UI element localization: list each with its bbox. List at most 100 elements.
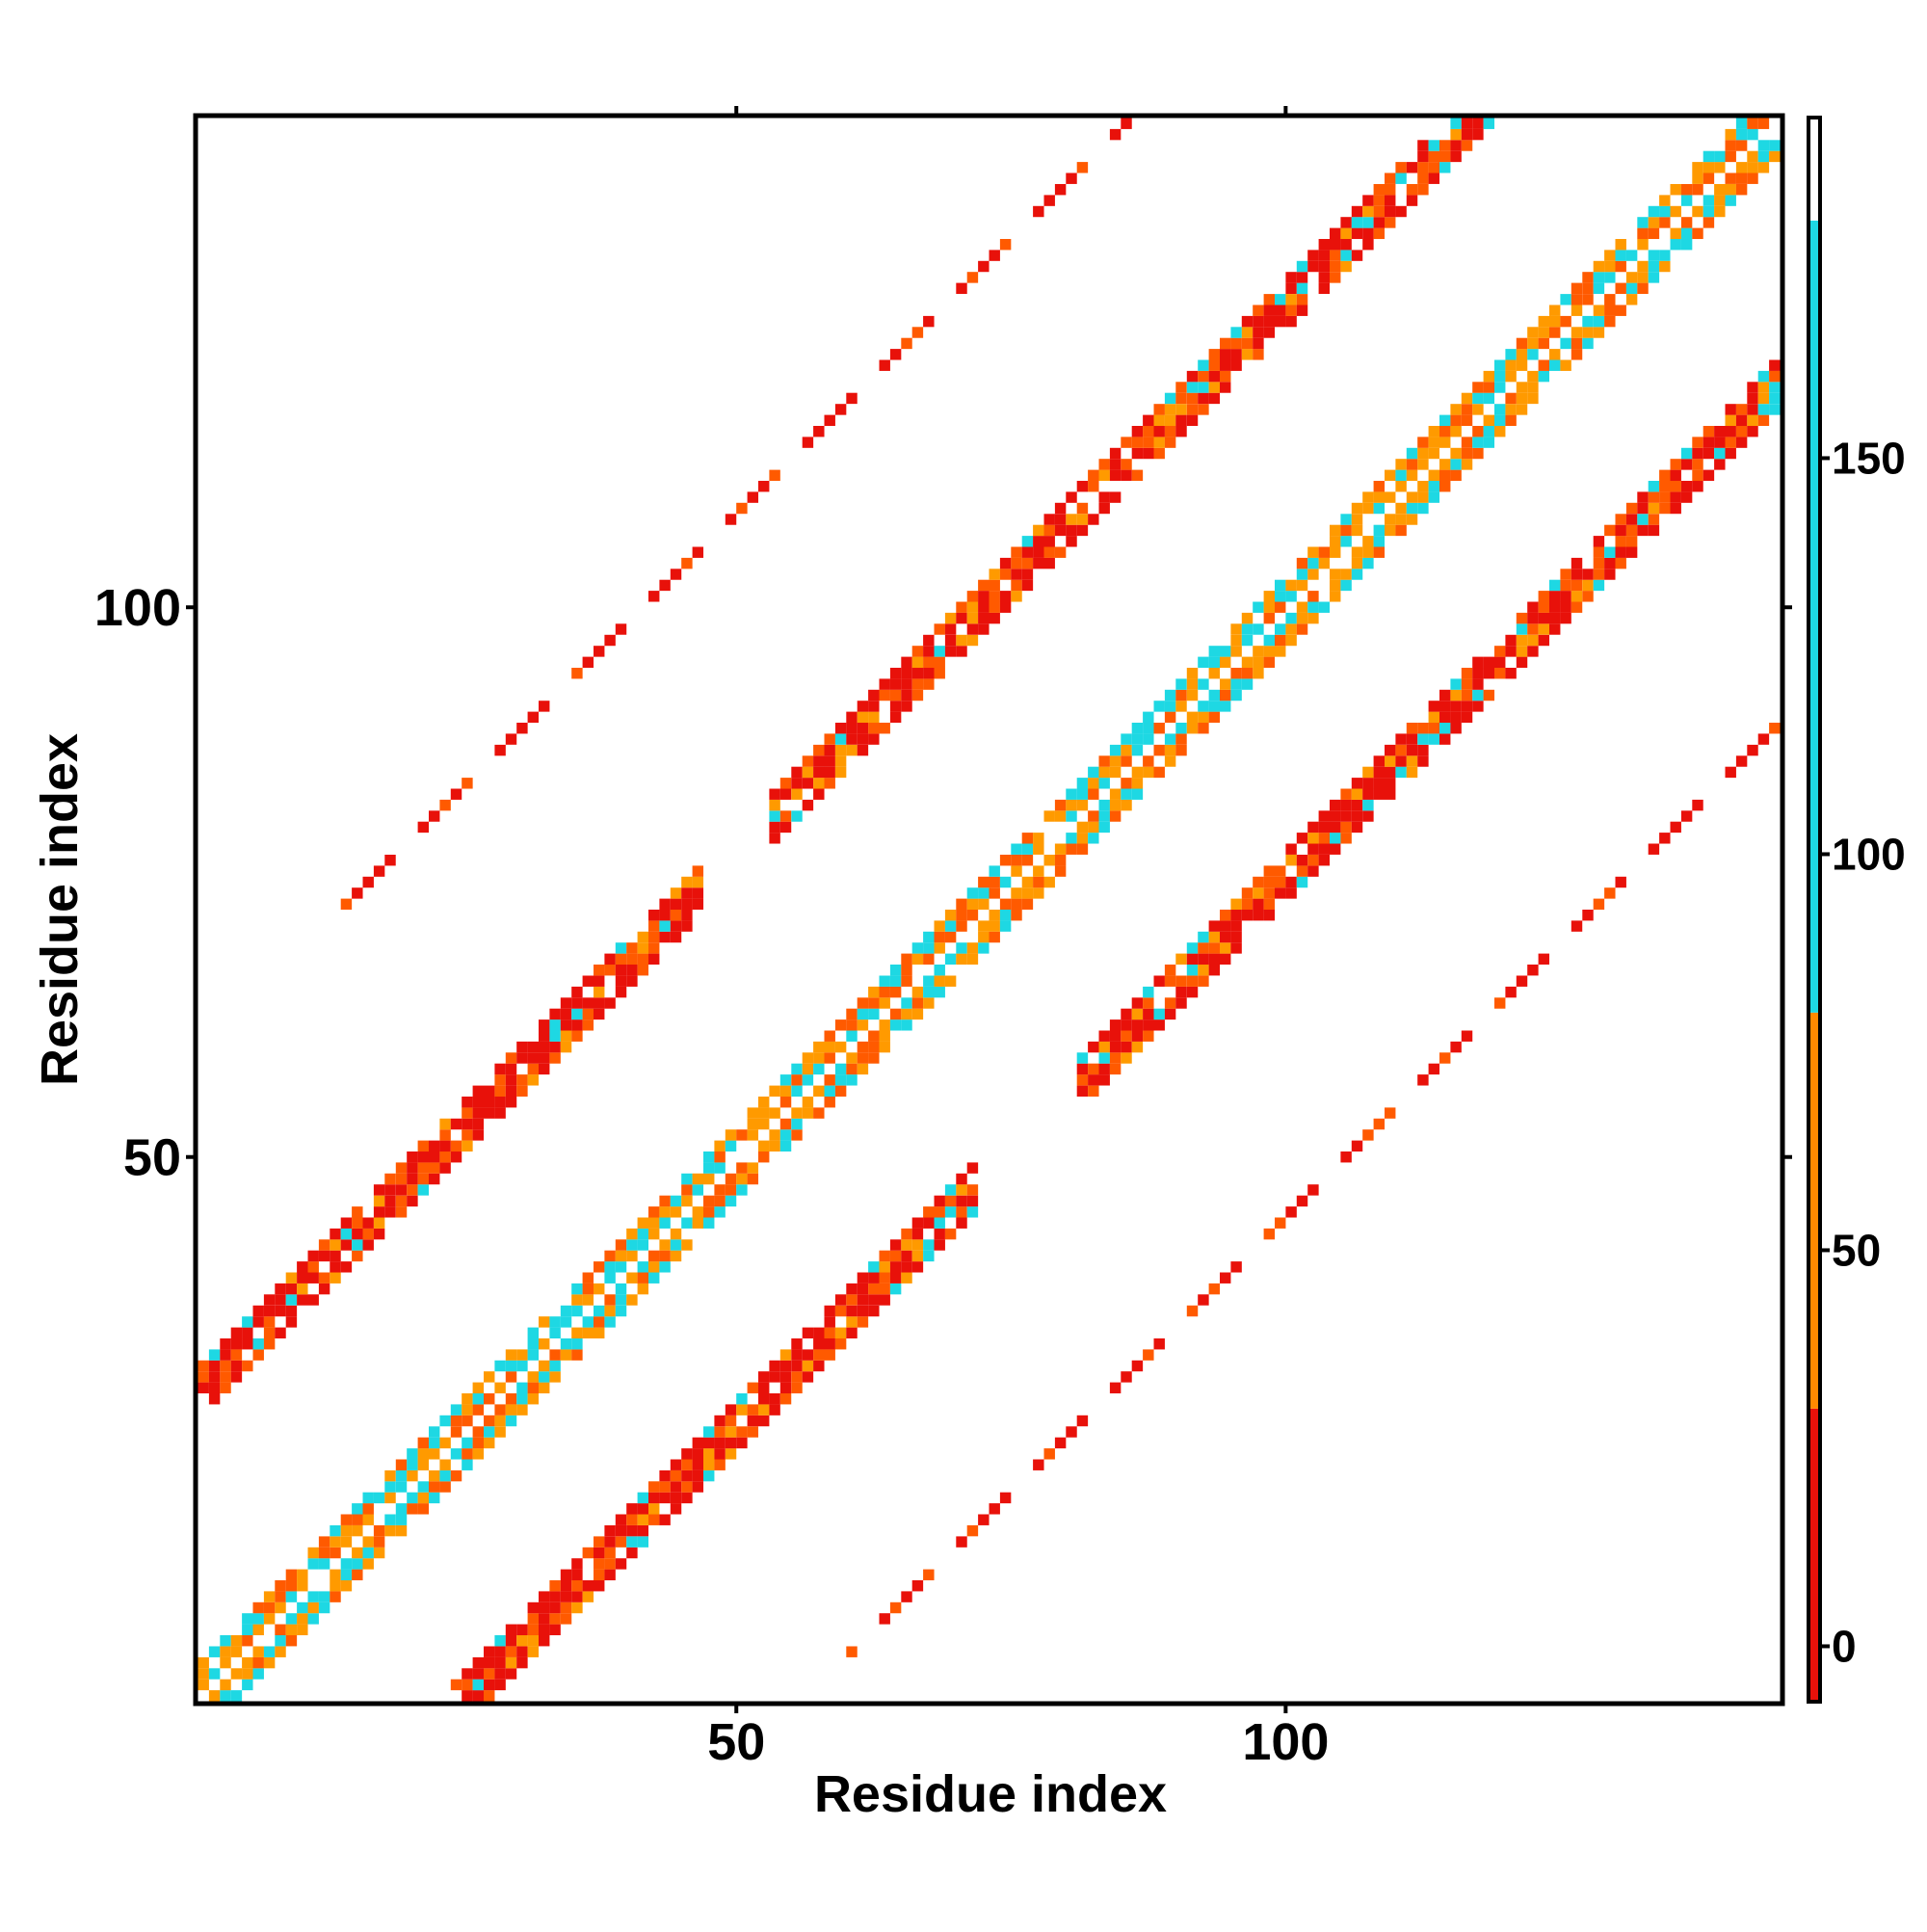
heatmap-cell xyxy=(242,1316,253,1328)
heatmap-cell xyxy=(648,931,660,943)
heatmap-cell xyxy=(626,1239,638,1251)
heatmap-cell xyxy=(417,1173,430,1185)
heatmap-cell xyxy=(1098,1052,1110,1064)
heatmap-cell xyxy=(868,1272,880,1284)
heatmap-cell xyxy=(681,1469,693,1482)
heatmap-cell xyxy=(1450,459,1462,470)
heatmap-cell xyxy=(527,1646,540,1657)
heatmap-cell xyxy=(1714,162,1726,173)
heatmap-cell xyxy=(252,1646,264,1657)
heatmap-cell xyxy=(373,1492,385,1504)
x-tick-label: 50 xyxy=(707,1713,765,1771)
heatmap-cell xyxy=(1351,205,1363,218)
heatmap-cell xyxy=(220,1646,231,1657)
heatmap-cell xyxy=(670,1195,682,1207)
heatmap-cell xyxy=(1692,437,1703,448)
heatmap-cell xyxy=(989,569,1000,580)
heatmap-cell xyxy=(1253,601,1264,613)
heatmap-cell xyxy=(1121,733,1132,745)
heatmap-cell xyxy=(549,1371,561,1383)
heatmap-cell xyxy=(978,942,990,954)
heatmap-cell xyxy=(999,569,1012,580)
heatmap-cell xyxy=(285,1569,298,1581)
heatmap-cell xyxy=(252,1668,264,1680)
heatmap-cell xyxy=(1725,150,1736,163)
heatmap-cell xyxy=(769,1107,780,1119)
heatmap-cell xyxy=(1428,447,1440,460)
heatmap-cell xyxy=(560,1041,572,1053)
heatmap-cell xyxy=(846,1305,858,1317)
heatmap-cell xyxy=(989,1503,1000,1515)
heatmap-cell xyxy=(1153,723,1165,734)
heatmap-cell xyxy=(813,1041,825,1053)
heatmap-cell xyxy=(1175,678,1187,690)
heatmap-cell xyxy=(966,272,979,283)
heatmap-cell xyxy=(1198,370,1209,383)
heatmap-cell xyxy=(1725,404,1736,415)
heatmap-cell xyxy=(1131,1360,1144,1372)
heatmap-cell xyxy=(571,997,583,1009)
heatmap-cell xyxy=(889,668,902,679)
heatmap-cell xyxy=(1703,469,1715,482)
heatmap-cell xyxy=(1220,349,1231,360)
heatmap-cell xyxy=(1307,601,1319,613)
heatmap-cell xyxy=(659,931,671,943)
heatmap-cell xyxy=(472,1426,485,1438)
heatmap-cell xyxy=(560,1569,572,1581)
x-axis-label: Residue index xyxy=(814,1765,1167,1823)
heatmap-cell xyxy=(1351,502,1363,515)
heatmap-cell xyxy=(1208,689,1221,701)
heatmap-cell xyxy=(362,1514,374,1525)
heatmap-cell xyxy=(484,1426,495,1438)
heatmap-cell xyxy=(1088,469,1099,482)
heatmap-cell xyxy=(857,744,869,756)
heatmap-cell xyxy=(956,920,967,932)
heatmap-cell xyxy=(297,1294,308,1306)
heatmap-cell xyxy=(670,1239,682,1251)
heatmap-cell xyxy=(1373,217,1386,228)
heatmap-cell xyxy=(901,668,912,679)
heatmap-cell xyxy=(1439,689,1451,701)
heatmap-cell xyxy=(1263,327,1276,338)
colorbar-segment xyxy=(1808,220,1820,1013)
heatmap-cell xyxy=(472,1107,485,1119)
heatmap-cell xyxy=(703,1426,715,1438)
heatmap-cell xyxy=(352,1547,363,1559)
heatmap-cell xyxy=(966,591,979,602)
heatmap-cell xyxy=(824,766,835,779)
heatmap-cell xyxy=(1043,195,1055,206)
heatmap-cell xyxy=(1164,404,1176,415)
heatmap-cell xyxy=(604,1272,616,1284)
heatmap-cell xyxy=(802,799,814,811)
heatmap-cell xyxy=(1428,172,1440,184)
heatmap-cell xyxy=(340,1580,353,1592)
heatmap-cell xyxy=(692,865,704,877)
heatmap-cell xyxy=(1406,502,1418,515)
heatmap-cell xyxy=(1648,272,1660,283)
y-tick-label: 100 xyxy=(94,579,181,637)
heatmap-cell xyxy=(626,965,638,976)
heatmap-cell xyxy=(1011,887,1022,899)
heatmap-cell xyxy=(1439,162,1451,173)
heatmap-cell xyxy=(1021,536,1034,547)
heatmap-cell xyxy=(966,942,979,954)
heatmap-cell xyxy=(923,931,935,943)
heatmap-cell xyxy=(1076,821,1089,834)
heatmap-cell xyxy=(1560,359,1571,371)
heatmap-cell xyxy=(1121,755,1132,767)
heatmap-cell xyxy=(1439,733,1451,745)
heatmap-cell xyxy=(1186,404,1199,415)
heatmap-cell xyxy=(978,876,990,888)
heatmap-cell xyxy=(1153,701,1165,712)
heatmap-cell xyxy=(450,1151,462,1163)
heatmap-cell xyxy=(539,1063,550,1075)
heatmap-cell xyxy=(1186,965,1199,976)
heatmap-cell xyxy=(615,1261,627,1273)
heatmap-cell xyxy=(934,646,945,657)
heatmap-cell xyxy=(1692,205,1703,218)
heatmap-cell xyxy=(330,1591,341,1602)
heatmap-cell xyxy=(307,1547,319,1559)
heatmap-cell xyxy=(318,1558,330,1570)
heatmap-cell xyxy=(944,623,957,635)
